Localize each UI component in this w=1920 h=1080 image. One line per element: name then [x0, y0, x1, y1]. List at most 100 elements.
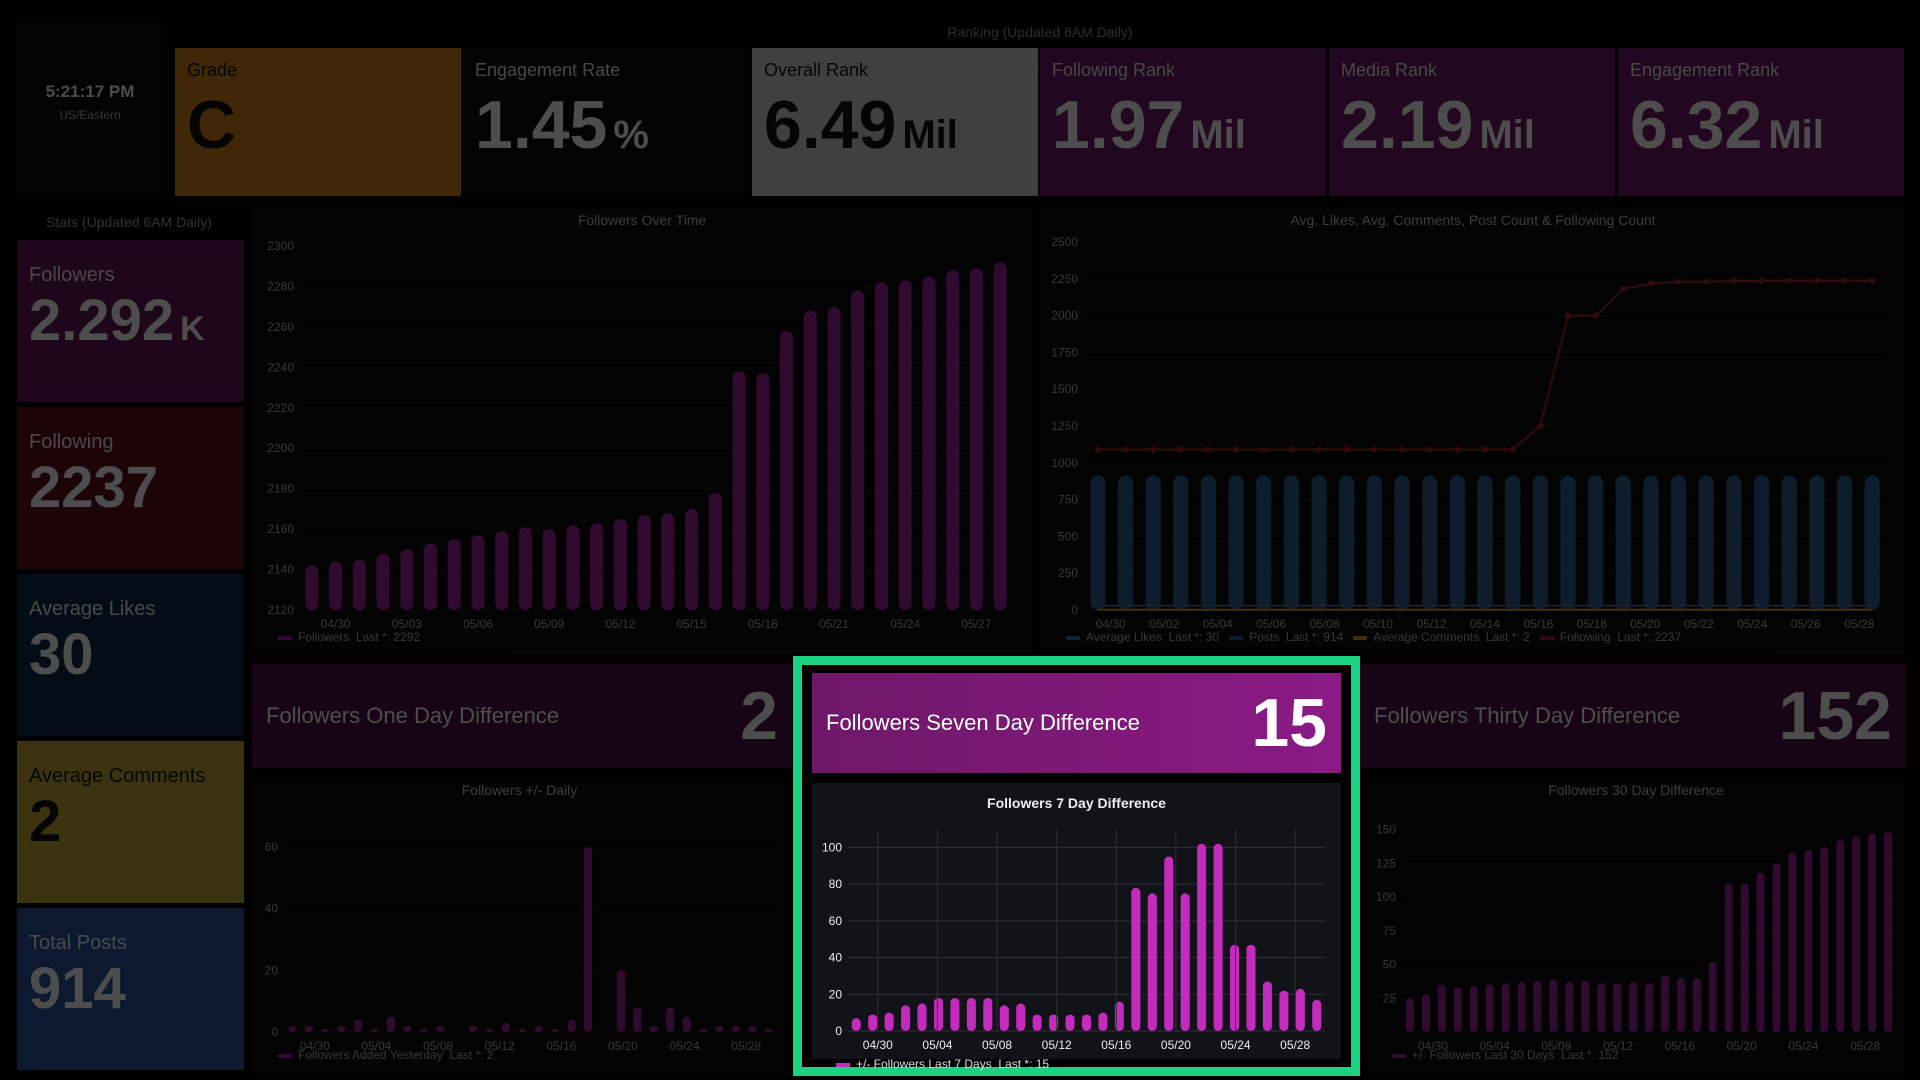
- bar: [436, 1025, 445, 1032]
- bar: [1772, 863, 1781, 1032]
- bar: [1145, 475, 1161, 610]
- bar: [1197, 843, 1207, 1031]
- x-tick-label: 05/20: [1727, 1039, 1757, 1053]
- stat-value: 30: [29, 622, 232, 687]
- bar: [1501, 983, 1510, 1032]
- bar: [329, 561, 343, 610]
- stat-number: 30: [29, 622, 94, 687]
- averages-panel[interactable]: Avg. Likes, Avg. Comments, Post Count & …: [1040, 208, 1906, 654]
- bar: [682, 1016, 691, 1032]
- bar: [764, 1028, 773, 1032]
- bar: [1311, 475, 1327, 610]
- bar: [983, 997, 993, 1031]
- y-tick-label: 2000: [1051, 309, 1078, 323]
- x-tick-label: 05/28: [1844, 617, 1874, 631]
- ranking-tile: Engagement Rank 6.32 Mil: [1618, 48, 1904, 196]
- data-point: [1786, 277, 1793, 284]
- stat-label: Average Likes: [29, 598, 156, 620]
- ranking-tile-value: C: [187, 91, 449, 159]
- bar: [1588, 475, 1604, 610]
- panel-title: Followers Over Time: [577, 212, 707, 228]
- bar: [731, 1025, 741, 1032]
- bar: [868, 1014, 878, 1031]
- bar: [1090, 475, 1106, 610]
- y-tick-label: 250: [1058, 566, 1078, 580]
- x-tick-label: 05/24: [1788, 1039, 1818, 1053]
- followers-30-day-panel[interactable]: Followers 30 Day Difference 25 50 75 100 125…: [1366, 778, 1906, 1076]
- y-tick-label: 2180: [267, 482, 294, 496]
- bar: [352, 559, 366, 610]
- bar: [732, 371, 746, 610]
- bar: [495, 531, 509, 610]
- followers-daily-panel[interactable]: Followers +/- Daily 0 20 40 60 04/30 05/04 05/…: [252, 778, 787, 1076]
- legend-stat: Last *: 2: [449, 1048, 494, 1062]
- x-tick-label: 05/24: [1221, 1038, 1251, 1052]
- ranking-tile-unit: Mil: [1190, 113, 1246, 157]
- seven-day-difference-value: 15: [1251, 685, 1327, 761]
- x-tick-label: 05/20: [1161, 1038, 1191, 1052]
- highlighted-seven-day-panel[interactable]: Followers Seven Day Difference 15 Follow…: [793, 656, 1360, 1076]
- chart-legend: Followers Added Yesterday Last *: 2: [278, 1048, 493, 1062]
- bar: [1809, 475, 1825, 610]
- bar: [1740, 883, 1749, 1032]
- bar: [567, 1019, 576, 1032]
- one-day-difference-banner: Followers One Day Difference 2: [252, 664, 792, 768]
- bar: [1256, 475, 1272, 610]
- bar: [851, 1018, 861, 1031]
- legend-swatch: [1353, 635, 1368, 640]
- bar: [1117, 475, 1134, 610]
- bar: [950, 997, 960, 1031]
- bar: [1246, 944, 1256, 1031]
- bar: [386, 1016, 395, 1032]
- x-tick-label: 05/12: [1417, 617, 1447, 631]
- bar: [485, 1028, 494, 1032]
- bar: [1295, 988, 1305, 1031]
- y-tick-label: 60: [829, 914, 843, 928]
- bar: [1597, 983, 1606, 1032]
- panel-title: Followers 30 Day Difference: [1548, 782, 1724, 798]
- bar: [1517, 982, 1526, 1032]
- followers-7-day-panel[interactable]: Followers 7 Day Difference 0 20 40 60 80 100 0…: [812, 783, 1341, 1071]
- y-tick-label: 20: [829, 987, 843, 1001]
- bar: [534, 1025, 543, 1032]
- thirty-day-difference-banner: Followers Thirty Day Difference 152: [1360, 664, 1906, 768]
- ranking-tile-number: 1.45: [475, 87, 608, 163]
- stat-label: Following: [29, 431, 114, 453]
- x-tick-label: 05/21: [819, 617, 849, 631]
- x-tick-label: 05/02: [1149, 617, 1179, 631]
- x-tick-label: 05/06: [1256, 617, 1286, 631]
- x-tick-label: 05/24: [890, 617, 920, 631]
- y-tick-label: 1750: [1051, 345, 1078, 359]
- ranking-tile: Media Rank 2.19 Mil: [1329, 48, 1615, 196]
- y-tick-label: 0: [835, 1024, 842, 1038]
- x-tick-label: 04/30: [300, 1039, 330, 1053]
- bar: [1016, 1003, 1026, 1031]
- bar: [468, 1025, 478, 1032]
- y-tick-label: 125: [1376, 856, 1396, 870]
- y-tick-label: 2300: [267, 239, 294, 253]
- data-point: [1675, 278, 1682, 285]
- ranking-tile-label: Engagement Rank: [1630, 60, 1780, 80]
- bar: [305, 565, 319, 610]
- x-tick-label: 05/16: [1101, 1038, 1131, 1052]
- bar: [708, 492, 722, 610]
- y-tick-label: 2240: [267, 360, 294, 374]
- bar: [1532, 475, 1548, 610]
- ranking-tile-label: Grade: [187, 60, 238, 80]
- bar: [1560, 475, 1576, 610]
- bar: [1312, 999, 1322, 1031]
- bar: [1485, 984, 1494, 1032]
- y-tick-label: 25: [1383, 991, 1397, 1005]
- bar: [1065, 1014, 1075, 1031]
- stat-number: 2: [29, 789, 62, 854]
- bar: [1422, 475, 1438, 610]
- bar: [1405, 998, 1414, 1032]
- data-point: [1150, 446, 1157, 453]
- bar: [583, 846, 593, 1032]
- data-point: [1316, 446, 1323, 453]
- ranking-tile-value: 1.97 Mil: [1052, 91, 1314, 159]
- bar: [933, 997, 943, 1031]
- bar: [1864, 475, 1880, 610]
- x-tick-label: 05/04: [922, 1038, 952, 1052]
- followers-over-time-panel[interactable]: Followers Over Time 2120 2140 2160 2180 2200…: [252, 208, 1032, 654]
